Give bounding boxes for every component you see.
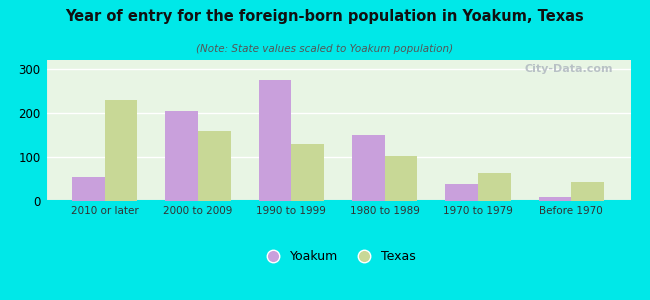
Bar	[539, 197, 571, 201]
Bar	[571, 182, 604, 201]
Bar	[72, 177, 105, 201]
Bar	[352, 135, 385, 201]
Bar	[105, 100, 137, 201]
Bar	[198, 130, 231, 201]
Bar	[385, 156, 417, 201]
Text: City-Data.com: City-Data.com	[525, 64, 613, 74]
Bar	[478, 173, 511, 201]
Bar	[165, 111, 198, 201]
Text: Year of entry for the foreign-born population in Yoakum, Texas: Year of entry for the foreign-born popul…	[66, 9, 584, 24]
Bar	[445, 184, 478, 201]
Legend: Yoakum, Texas: Yoakum, Texas	[255, 245, 421, 268]
Bar	[291, 144, 324, 201]
Text: (Note: State values scaled to Yoakum population): (Note: State values scaled to Yoakum pop…	[196, 44, 454, 53]
Bar	[259, 80, 291, 201]
